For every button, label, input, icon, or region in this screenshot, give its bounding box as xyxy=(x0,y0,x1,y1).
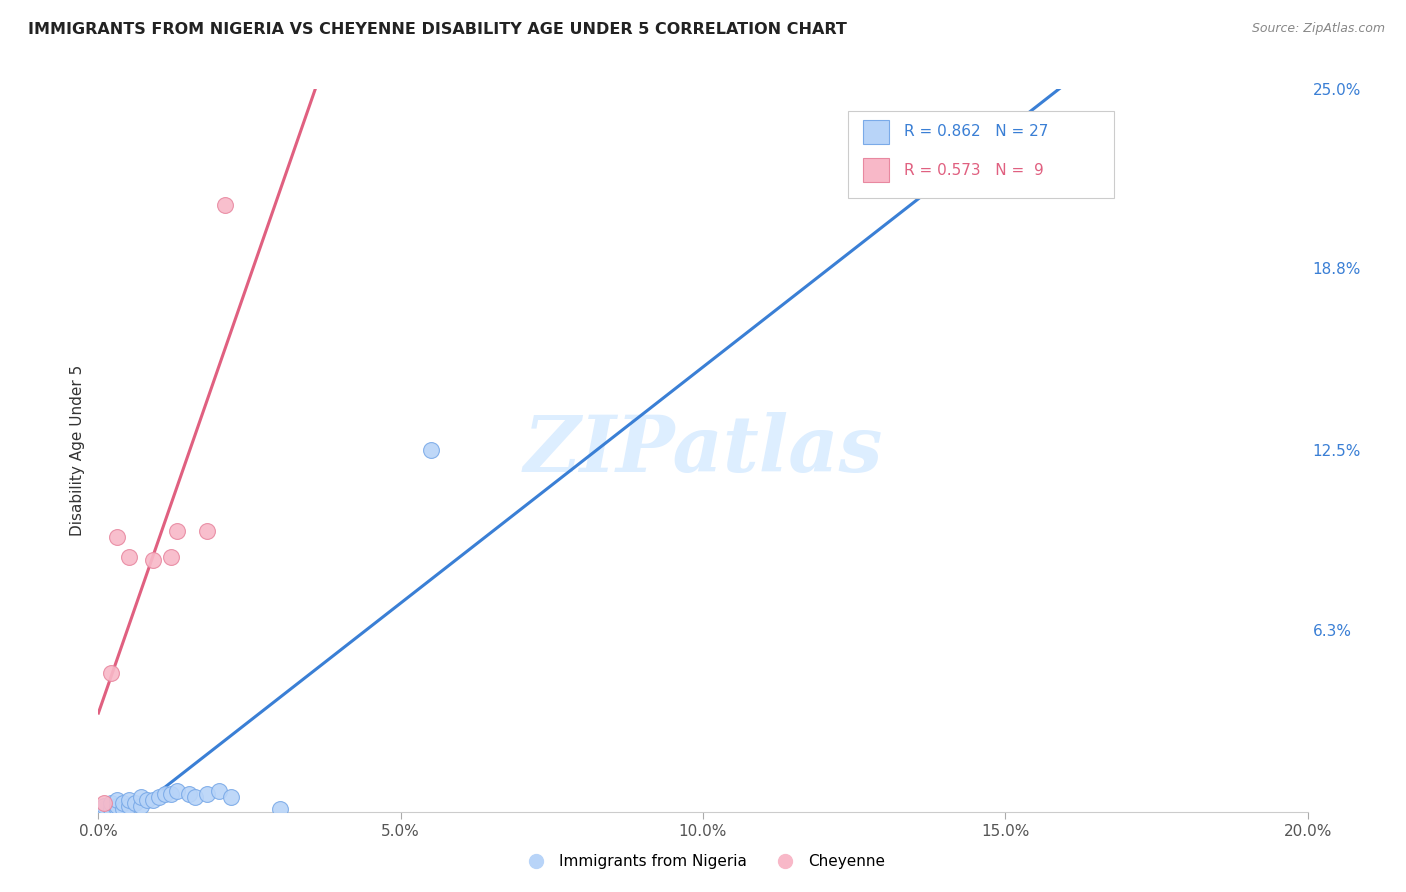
Point xyxy=(100,796,122,810)
Point xyxy=(135,793,157,807)
Point xyxy=(118,799,141,814)
Point xyxy=(214,198,236,212)
Point xyxy=(93,796,115,810)
Point xyxy=(269,802,291,816)
Point xyxy=(100,665,122,680)
Point xyxy=(118,793,141,807)
Bar xyxy=(863,158,889,182)
Point xyxy=(105,530,128,544)
Point xyxy=(148,790,170,805)
Point xyxy=(166,784,188,798)
Point xyxy=(142,553,165,567)
Text: ZIPatlas: ZIPatlas xyxy=(523,412,883,489)
Y-axis label: Disability Age Under 5: Disability Age Under 5 xyxy=(69,365,84,536)
Point xyxy=(105,799,128,814)
Text: R = 0.862   N = 27: R = 0.862 N = 27 xyxy=(904,124,1047,139)
Point xyxy=(129,790,152,805)
Text: Source: ZipAtlas.com: Source: ZipAtlas.com xyxy=(1251,22,1385,36)
Point xyxy=(129,799,152,814)
Point xyxy=(118,550,141,565)
Point xyxy=(184,790,207,805)
Point xyxy=(195,788,218,802)
Point xyxy=(100,802,122,816)
Point xyxy=(93,799,115,814)
Bar xyxy=(848,111,1114,198)
Point xyxy=(420,443,443,458)
Text: IMMIGRANTS FROM NIGERIA VS CHEYENNE DISABILITY AGE UNDER 5 CORRELATION CHART: IMMIGRANTS FROM NIGERIA VS CHEYENNE DISA… xyxy=(28,22,846,37)
Point xyxy=(105,802,128,816)
Point xyxy=(153,788,176,802)
Point xyxy=(195,524,218,539)
Point xyxy=(111,802,134,816)
Point xyxy=(111,796,134,810)
Text: R = 0.573   N =  9: R = 0.573 N = 9 xyxy=(904,162,1043,178)
Point xyxy=(124,796,146,810)
Point xyxy=(208,784,231,798)
Point xyxy=(93,802,115,816)
Point xyxy=(160,788,183,802)
Point xyxy=(166,524,188,539)
Legend: Immigrants from Nigeria, Cheyenne: Immigrants from Nigeria, Cheyenne xyxy=(515,848,891,875)
Point xyxy=(160,550,183,565)
Bar xyxy=(863,120,889,144)
Point xyxy=(221,790,243,805)
Point xyxy=(105,793,128,807)
Point xyxy=(142,793,165,807)
Point xyxy=(179,788,201,802)
